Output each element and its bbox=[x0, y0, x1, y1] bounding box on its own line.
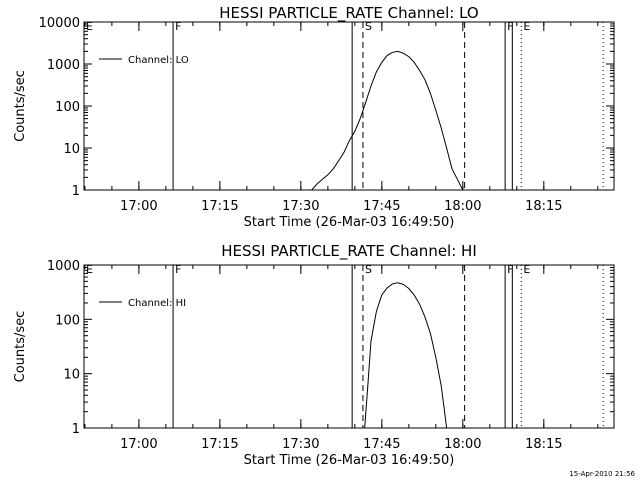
event-marker-label: E bbox=[523, 263, 530, 276]
y-tick-label: 100 bbox=[55, 313, 80, 328]
y-axis-label: Counts/sec bbox=[13, 70, 28, 142]
x-tick-label: 17:45 bbox=[363, 437, 400, 452]
y-tick-label: 10 bbox=[63, 368, 80, 383]
event-marker-label: F bbox=[175, 263, 181, 276]
plot-frame bbox=[83, 21, 615, 191]
x-tick-label: 18:00 bbox=[444, 199, 481, 214]
x-tick-label: 18:00 bbox=[444, 437, 481, 452]
x-tick-label: 17:00 bbox=[120, 199, 157, 214]
y-tick-label: 100 bbox=[55, 100, 80, 115]
y-tick-label: 1000 bbox=[47, 58, 80, 73]
event-marker-label: E bbox=[86, 263, 93, 276]
event-marker-label: E bbox=[86, 20, 93, 33]
x-tick-label: 17:00 bbox=[120, 437, 157, 452]
generation-timestamp: 15-Apr-2010 21:56 bbox=[569, 470, 635, 478]
lo-channel-panel: HESSI PARTICLE_RATE Channel: LO 1 10 100 100… bbox=[13, 4, 615, 230]
y-tick-label: 10 bbox=[63, 142, 80, 157]
x-tick-label: 18:15 bbox=[525, 437, 562, 452]
y-tick-label: 1 bbox=[72, 422, 80, 437]
y-axis-label: Counts/sec bbox=[13, 311, 28, 383]
x-tick-label: 17:45 bbox=[363, 199, 400, 214]
chart-title: HESSI PARTICLE_RATE Channel: HI bbox=[221, 242, 477, 261]
y-tick-label: 10000 bbox=[39, 16, 80, 31]
legend-label: Channel: LO bbox=[128, 55, 189, 66]
event-marker-label: F bbox=[175, 20, 181, 33]
event-marker-label: S bbox=[365, 263, 372, 276]
x-axis-label: Start Time (26-Mar-03 16:49:50) bbox=[244, 215, 455, 230]
hi-channel-panel: HESSI PARTICLE_RATE Channel: HI 1 10 100 100… bbox=[13, 242, 615, 468]
chart-title: HESSI PARTICLE_RATE Channel: LO bbox=[219, 4, 478, 23]
plot-frame bbox=[83, 264, 615, 429]
y-tick-label: 1 bbox=[72, 184, 80, 199]
x-tick-label: 17:15 bbox=[201, 437, 238, 452]
x-tick-label: 17:30 bbox=[282, 437, 319, 452]
x-tick-label: 18:15 bbox=[525, 199, 562, 214]
event-marker-label: S bbox=[365, 20, 372, 33]
series-line bbox=[311, 50, 464, 191]
x-tick-label: 17:30 bbox=[282, 199, 319, 214]
x-tick-label: 17:15 bbox=[201, 199, 238, 214]
legend-label: Channel: HI bbox=[128, 298, 186, 309]
y-tick-label: 1000 bbox=[47, 259, 80, 274]
series-line bbox=[364, 282, 448, 429]
event-marker-label: F bbox=[507, 20, 513, 33]
x-axis-label: Start Time (26-Mar-03 16:49:50) bbox=[244, 453, 455, 468]
event-marker-label: E bbox=[523, 20, 530, 33]
event-marker-label: F bbox=[507, 263, 513, 276]
